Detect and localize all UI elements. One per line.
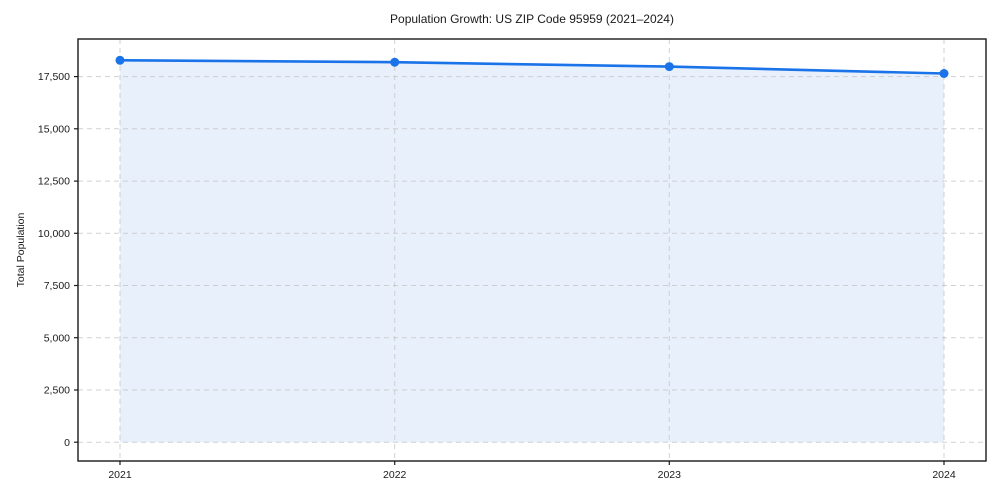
y-tick-label: 12,500 bbox=[38, 176, 70, 188]
y-tick-label: 10,000 bbox=[38, 228, 70, 240]
data-point-marker bbox=[939, 69, 949, 78]
data-point-marker bbox=[390, 57, 400, 67]
y-tick-label: 5,000 bbox=[44, 332, 70, 344]
x-tick-label: 2023 bbox=[658, 469, 682, 481]
y-tick-label: 2,500 bbox=[44, 385, 70, 397]
series-line bbox=[118, 58, 946, 75]
x-tick-label: 2024 bbox=[932, 469, 956, 481]
y-tick-label: 15,000 bbox=[38, 123, 70, 135]
chart-title: Population Growth: US ZIP Code 95959 (20… bbox=[390, 12, 674, 26]
y-tick-label: 0 bbox=[64, 437, 70, 449]
plot-border bbox=[77, 38, 987, 462]
data-point-marker bbox=[664, 62, 674, 72]
x-tick-label: 2021 bbox=[108, 469, 132, 481]
x-tick-label: 2022 bbox=[383, 469, 407, 481]
data-point-marker bbox=[115, 55, 125, 65]
area-fill bbox=[120, 60, 944, 443]
y-tick-label: 17,500 bbox=[38, 71, 70, 83]
y-tick-label: 7,500 bbox=[44, 280, 70, 292]
